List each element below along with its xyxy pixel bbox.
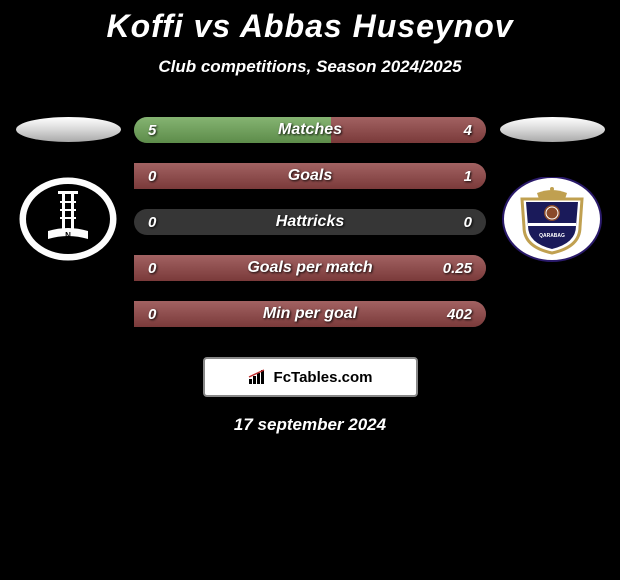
qarabag-badge-icon: QARABAG: [502, 177, 602, 262]
stat-value-right: 0.25: [443, 260, 472, 277]
stat-row: 0 Goals per match 0.25: [134, 255, 486, 281]
comparison-infographic: Koffi vs Abbas Huseynov Club competition…: [0, 0, 620, 435]
left-flag-ellipse: [16, 117, 121, 142]
stat-label: Min per goal: [263, 305, 357, 323]
stat-row: 0 Min per goal 402: [134, 301, 486, 327]
left-side-column: N: [8, 117, 128, 262]
stat-value-right: 1: [464, 168, 472, 185]
left-club-badge: N: [18, 177, 118, 262]
stat-label: Goals per match: [247, 259, 372, 277]
stat-row: 0 Hattricks 0: [134, 209, 486, 235]
bar-chart-icon: [248, 369, 268, 385]
stat-label: Hattricks: [276, 213, 344, 231]
svg-text:N: N: [65, 231, 71, 240]
right-flag-ellipse: [500, 117, 605, 142]
stat-value-left: 0: [148, 214, 156, 231]
page-title: Koffi vs Abbas Huseynov: [0, 0, 620, 45]
page-subtitle: Club competitions, Season 2024/2025: [0, 57, 620, 77]
stat-value-left: 0: [148, 306, 156, 323]
stat-value-left: 0: [148, 168, 156, 185]
stat-label: Matches: [278, 121, 342, 139]
stat-row: 5 Matches 4: [134, 117, 486, 143]
svg-text:QARABAG: QARABAG: [539, 233, 565, 239]
right-side-column: QARABAG: [492, 117, 612, 262]
footer-brand-badge[interactable]: FcTables.com: [203, 357, 418, 397]
stat-value-right: 4: [464, 122, 472, 139]
neftchi-badge-icon: N: [18, 177, 118, 262]
stat-value-left: 0: [148, 260, 156, 277]
stats-panel: 5 Matches 4 0 Goals 1 0 Hattricks 0 0 Goals per ma…: [128, 117, 492, 347]
footer-brand-text: FcTables.com: [274, 369, 373, 386]
stat-value-right: 402: [447, 306, 472, 323]
stat-label: Goals: [288, 167, 332, 185]
date-line: 17 september 2024: [0, 415, 620, 435]
right-club-badge: QARABAG: [502, 177, 602, 262]
stat-value-right: 0: [464, 214, 472, 231]
main-row: N 5 Matches 4 0 Goals 1 0 Hattricks 0 0 Goals per …: [0, 117, 620, 347]
stat-row: 0 Goals 1: [134, 163, 486, 189]
stat-value-left: 5: [148, 122, 156, 139]
